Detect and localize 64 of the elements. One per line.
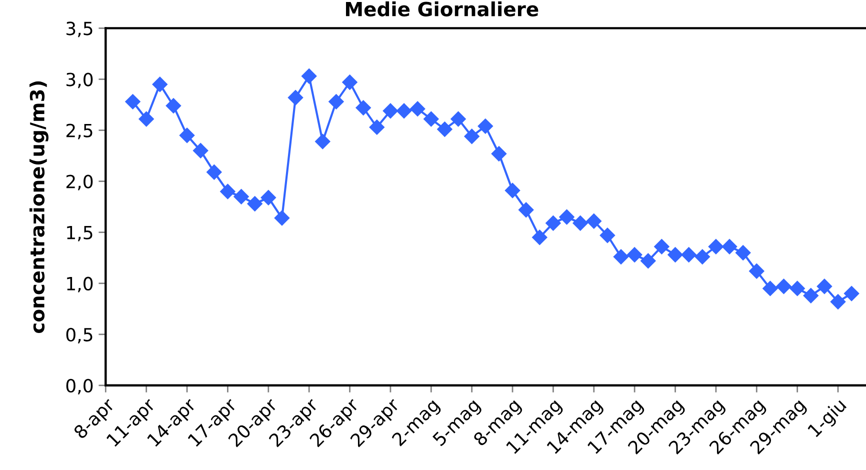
point bbox=[342, 74, 358, 90]
y-tick-label: 1,0 bbox=[67, 276, 93, 292]
point bbox=[830, 294, 846, 310]
point bbox=[328, 94, 344, 110]
point bbox=[613, 248, 629, 265]
point bbox=[789, 280, 806, 296]
point bbox=[314, 134, 331, 150]
point bbox=[680, 246, 697, 263]
point bbox=[558, 209, 575, 225]
point bbox=[260, 190, 276, 206]
point bbox=[450, 111, 466, 127]
point bbox=[369, 119, 385, 136]
point bbox=[844, 286, 860, 302]
y-tick-label: 2,0 bbox=[66, 174, 93, 190]
point bbox=[572, 215, 588, 231]
point bbox=[803, 288, 819, 304]
point bbox=[518, 202, 534, 218]
point bbox=[382, 103, 398, 119]
point bbox=[735, 244, 751, 261]
point bbox=[694, 248, 710, 265]
y-tick-label: 3,5 bbox=[66, 22, 92, 38]
point bbox=[246, 196, 263, 212]
point bbox=[233, 188, 250, 204]
point bbox=[220, 184, 236, 200]
point bbox=[355, 100, 372, 116]
y-tick-label: 0,5 bbox=[66, 328, 92, 344]
point bbox=[586, 213, 602, 229]
point bbox=[654, 238, 670, 254]
y-tick-label: 2,5 bbox=[66, 124, 92, 140]
point bbox=[396, 103, 412, 119]
point bbox=[722, 238, 738, 254]
point bbox=[708, 238, 724, 254]
point bbox=[776, 278, 792, 294]
chart-title: Medie Giornaliere bbox=[346, 1, 538, 16]
point bbox=[478, 118, 494, 134]
y-axis-title: concentrazione(ug/m3) bbox=[29, 81, 48, 334]
point bbox=[179, 128, 195, 144]
point bbox=[288, 90, 304, 106]
point bbox=[410, 100, 426, 117]
point bbox=[192, 142, 208, 159]
y-tick-label: 3,0 bbox=[66, 72, 93, 88]
y-tick-label: 0,0 bbox=[66, 378, 93, 394]
point bbox=[464, 128, 480, 144]
point bbox=[166, 98, 182, 114]
point bbox=[274, 210, 290, 226]
point bbox=[640, 253, 656, 269]
point bbox=[667, 246, 684, 263]
point bbox=[436, 121, 453, 138]
point bbox=[124, 94, 141, 110]
y-tick-label: 1,5 bbox=[67, 226, 92, 242]
point bbox=[748, 263, 764, 279]
point bbox=[545, 215, 562, 231]
point bbox=[816, 278, 832, 294]
point bbox=[423, 111, 439, 127]
point bbox=[626, 246, 642, 263]
point bbox=[152, 76, 168, 92]
point bbox=[532, 230, 548, 246]
point bbox=[301, 68, 317, 84]
point bbox=[762, 280, 778, 296]
point bbox=[600, 228, 616, 244]
point bbox=[206, 164, 222, 180]
point bbox=[491, 146, 507, 162]
point bbox=[138, 111, 154, 127]
point bbox=[504, 182, 520, 198]
